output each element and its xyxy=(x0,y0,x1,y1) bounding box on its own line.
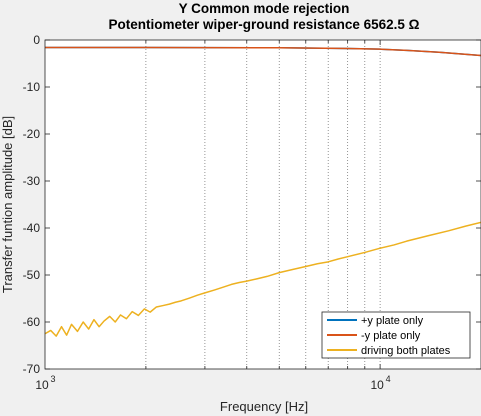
y-tick-label: -20 xyxy=(23,127,41,141)
axes-layer xyxy=(44,39,481,370)
x-tick-label: 10 xyxy=(35,378,49,392)
x-tick-label-exponent: 4 xyxy=(386,374,391,384)
x-tick-label: 10 xyxy=(370,378,384,392)
chart-subtitle: Potentiometer wiper-ground resistance 65… xyxy=(109,17,420,32)
y-tick-label: -70 xyxy=(23,362,41,376)
legend[interactable]: +y plate only -y plate only driving both p… xyxy=(321,311,471,359)
y-tick-label: 0 xyxy=(33,33,40,47)
y-tick-label: -50 xyxy=(23,268,41,282)
legend-label-3: driving both plates xyxy=(361,345,451,357)
series-line-3 xyxy=(44,221,481,337)
x-tick-labels: 10 3 10 4 xyxy=(35,374,390,392)
y-tick-label: -30 xyxy=(23,174,41,188)
legend-label-2: -y plate only xyxy=(361,330,421,342)
series-layer xyxy=(44,46,481,337)
y-tick-label: -40 xyxy=(23,221,41,235)
y-tick-label: -60 xyxy=(23,315,41,329)
axes-box xyxy=(44,39,481,370)
x-axis-label: Frequency [Hz] xyxy=(220,399,308,414)
chart-title: Y Common mode rejection xyxy=(179,1,350,16)
series-line-2 xyxy=(45,46,481,57)
y-axis-label: Transfer funtion amplitude [dB] xyxy=(0,116,15,293)
y-tick-labels: 0 -10 -20 -30 -40 -50 -60 -70 xyxy=(23,33,41,376)
grid-layer xyxy=(145,40,381,369)
legend-label-1: +y plate only xyxy=(361,315,424,327)
y-tick-label: -10 xyxy=(23,80,41,94)
x-tick-label-exponent: 3 xyxy=(50,374,55,384)
